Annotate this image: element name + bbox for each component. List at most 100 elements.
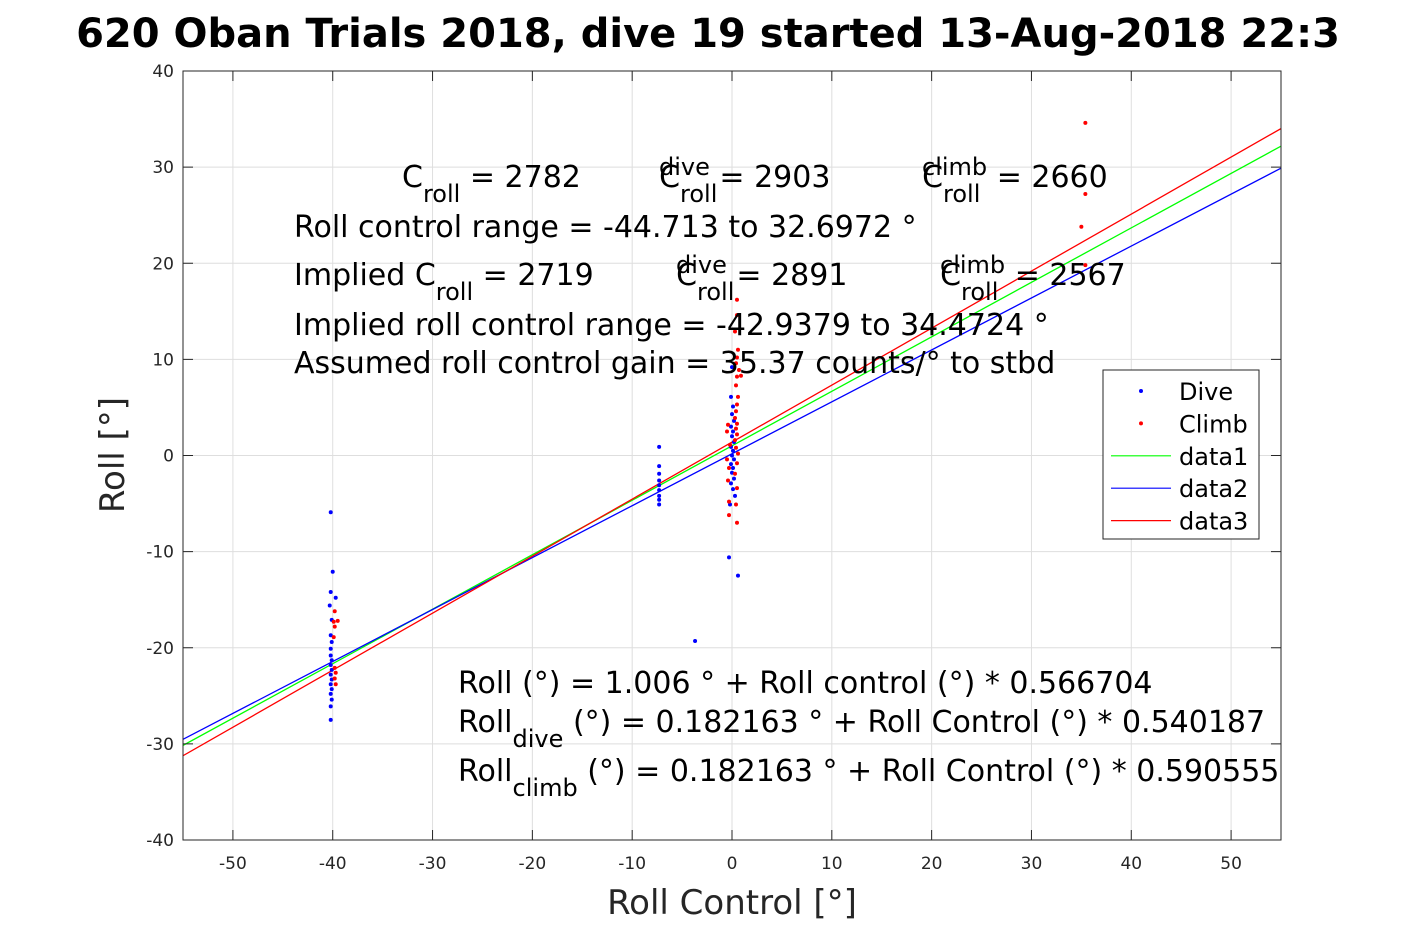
point-dive [731,457,736,462]
point-climb [734,355,739,360]
point-dive [729,481,734,486]
point-climb [1083,263,1088,268]
point-climb [734,432,739,437]
point-dive [729,462,734,467]
point-climb [331,635,336,640]
x-tick-label: -20 [518,854,546,874]
annotation-implied-range: Implied roll control range = -42.9379 to… [294,308,1049,343]
annotation-text: Croll = 2782 [402,160,581,208]
point-dive [735,573,740,578]
x-axis-label: Roll Control [°] [607,883,857,923]
point-dive [657,497,662,502]
point-climb [332,676,337,681]
point-climb [335,618,340,623]
point-climb [733,502,738,507]
point-dive [328,672,333,677]
x-tick-label: 40 [1120,854,1142,874]
legend-label: Dive [1179,378,1233,406]
x-tick-label: -50 [219,854,247,874]
point-dive [730,465,735,470]
point-climb [733,361,738,366]
point-dive [328,691,333,696]
chart-title: 620 Oban Trials 2018, dive 19 started 13… [76,11,1340,57]
point-climb [738,373,743,378]
x-tick-label: -40 [319,854,347,874]
annotation-text: Rolldive (°) = 0.182163 ° + Roll Control… [458,705,1265,753]
point-dive [657,488,662,493]
annotation-text: Implied Croll = 2719 [294,258,594,306]
data-points [327,120,1088,722]
point-dive [727,555,732,560]
y-axis-label: Roll [°] [93,397,133,513]
point-dive [730,404,735,409]
point-dive [328,510,333,515]
x-tick-label: 0 [727,854,738,874]
point-climb [732,438,737,443]
point-dive [328,653,333,658]
legend-marker-dive [1139,389,1143,393]
point-climb [734,486,739,491]
point-climb [736,367,741,372]
point-dive [327,603,332,608]
point-climb [735,347,740,352]
point-dive [330,569,335,574]
point-dive [328,633,333,638]
y-tick-label: -20 [146,639,174,659]
legend-label: data3 [1179,508,1248,536]
legend-box [1102,369,1260,540]
point-climb [733,445,738,450]
y-tick-label: 10 [152,350,174,370]
point-climb [727,499,732,504]
point-dive [329,687,334,692]
point-climb [732,416,737,421]
point-dive [729,394,734,399]
point-dive [730,448,735,453]
point-dive [730,429,735,434]
point-climb [734,374,739,379]
point-climb [1083,192,1088,197]
point-climb [734,421,739,426]
legend: Dive Climb data1 data2 data3 [1102,369,1260,540]
point-climb [726,422,731,427]
annotation-text: Crollclimb = 2567 [940,251,1126,306]
point-climb [734,520,739,525]
y-tick-label: 0 [163,447,174,467]
annotation-fit-all: Roll (°) = 1.006 ° + Roll control (°) * … [458,666,1153,701]
point-climb [726,478,731,483]
point-dive [657,478,662,483]
point-dive [730,365,734,370]
point-climb [332,665,337,670]
point-climb [734,402,739,407]
point-dive [693,639,698,644]
axis-ticks: -50 -40 -30 -20 -10 0 10 20 30 40 50 -40 -30 -20 -10 0 1… [146,62,1281,874]
point-dive [730,412,734,417]
point-dive [730,434,734,439]
point-climb [727,465,732,470]
point-climb [728,442,733,447]
point-dive [657,471,662,476]
y-tick-label: 30 [152,158,174,178]
point-climb [331,619,336,624]
point-dive [333,595,338,600]
point-dive [657,444,662,449]
x-tick-label: -30 [419,854,447,874]
annotation-roll-control-range: Roll control range = -44.713 to 32.6972 … [294,210,917,245]
x-tick-label: 10 [821,854,843,874]
point-dive [730,453,734,458]
point-climb [333,670,338,675]
point-climb [732,329,737,334]
legend-marker-climb [1139,421,1143,426]
point-climb [733,383,738,388]
point-dive [329,667,334,672]
annotation-gain: Assumed roll control gain = 35.37 counts… [294,346,1055,381]
point-dive [329,658,334,663]
point-climb [332,609,337,614]
point-climb [734,461,739,466]
y-tick-label: -10 [146,543,174,563]
point-climb [733,409,738,414]
x-tick-label: 20 [921,854,943,874]
annotation-text: Rollclimb (°) = 0.182163 ° + Roll Contro… [458,754,1279,802]
point-dive [731,476,736,481]
annotation-text: Crolldive = 2891 [676,251,847,306]
